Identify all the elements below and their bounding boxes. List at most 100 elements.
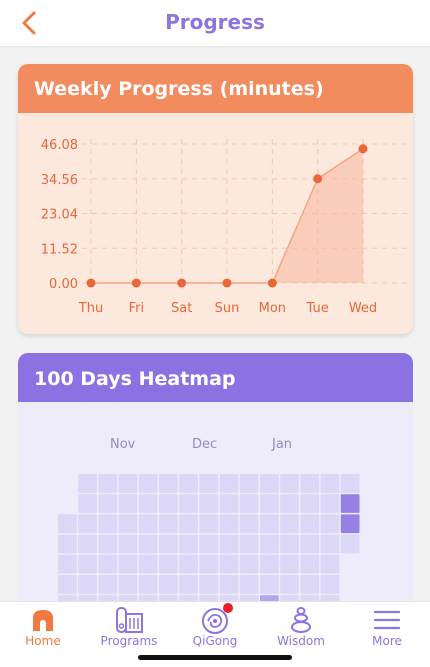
heatmap-cell bbox=[219, 474, 239, 493]
heatmap-cell bbox=[138, 575, 158, 594]
heatmap-cell bbox=[320, 534, 340, 554]
heatmap-cell bbox=[179, 575, 198, 594]
x-tick-label: Thu bbox=[78, 301, 103, 316]
data-point bbox=[358, 144, 368, 154]
heatmap-cell bbox=[98, 474, 118, 493]
heatmap-cell bbox=[300, 534, 320, 554]
heatmap-cell bbox=[118, 575, 138, 594]
heatmap-cell bbox=[118, 474, 138, 493]
heatmap-cell bbox=[199, 474, 219, 493]
heatmap-cell bbox=[98, 534, 118, 554]
tab-home[interactable]: Home bbox=[0, 602, 86, 654]
heatmap-cell bbox=[199, 534, 219, 554]
tab-programs[interactable]: Programs bbox=[86, 602, 172, 654]
heatmap-cell bbox=[199, 494, 219, 513]
y-tick-label: 34.56 bbox=[41, 173, 78, 188]
back-arrow-icon[interactable] bbox=[16, 8, 46, 38]
heatmap-cell bbox=[340, 534, 360, 554]
nav-header: Progress bbox=[0, 0, 430, 47]
y-tick-label: 11.52 bbox=[41, 242, 78, 257]
heatmap-cell bbox=[260, 575, 279, 594]
tab-qigong[interactable]: QiGong bbox=[172, 602, 258, 654]
tab-wisdom[interactable]: Wisdom bbox=[258, 602, 344, 654]
heatmap-cell bbox=[159, 514, 178, 534]
heatmap-cell bbox=[239, 575, 259, 594]
heatmap-cell bbox=[280, 534, 299, 554]
x-tick-label: Tue bbox=[306, 301, 329, 316]
heatmap-cell bbox=[199, 554, 219, 574]
heatmap-cell bbox=[300, 575, 320, 594]
y-tick-label: 46.08 bbox=[41, 138, 78, 153]
heatmap-cell bbox=[320, 494, 340, 513]
data-point bbox=[313, 174, 323, 184]
heatmap-cell bbox=[138, 554, 158, 574]
heatmap-cell bbox=[118, 554, 138, 574]
heatmap-cell bbox=[179, 474, 198, 493]
heatmap-cell bbox=[159, 534, 178, 554]
data-point bbox=[131, 278, 141, 288]
heatmap-cell bbox=[300, 554, 320, 574]
heatmap-cell bbox=[280, 494, 299, 513]
heatmap-cell bbox=[280, 474, 299, 493]
heatmap-cell bbox=[239, 494, 259, 513]
heatmap-cell bbox=[98, 554, 118, 574]
wisdom-icon bbox=[291, 607, 311, 633]
heatmap-cell bbox=[159, 474, 178, 493]
heatmap-cell bbox=[219, 514, 239, 534]
heatmap-cell bbox=[138, 494, 158, 513]
heatmap-cell bbox=[239, 554, 259, 574]
home-icon bbox=[33, 610, 53, 631]
heatmap-cell bbox=[58, 514, 77, 534]
heatmap-cell bbox=[340, 494, 360, 513]
heatmap-cell bbox=[219, 494, 239, 513]
y-tick-label: 23.04 bbox=[41, 208, 78, 223]
heatmap-cell bbox=[260, 474, 279, 493]
heatmap-cell bbox=[138, 534, 158, 554]
tab-home-label: Home bbox=[25, 634, 61, 648]
heatmap-cell bbox=[320, 575, 340, 594]
heatmap-cell bbox=[179, 494, 198, 513]
heatmap-cell bbox=[159, 494, 178, 513]
heatmap-cell bbox=[138, 514, 158, 534]
heatmap-cell bbox=[138, 474, 158, 493]
heatmap-cell bbox=[260, 494, 279, 513]
heatmap-cell bbox=[58, 534, 77, 554]
tab-programs-label: Programs bbox=[100, 634, 158, 648]
x-tick-label: Wed bbox=[349, 301, 377, 316]
month-label: Dec bbox=[192, 437, 217, 452]
heatmap-cell bbox=[118, 514, 138, 534]
home-indicator bbox=[138, 655, 292, 660]
heatmap-cell bbox=[199, 514, 219, 534]
page-title: Progress bbox=[165, 10, 265, 34]
tab-more[interactable]: More bbox=[344, 602, 430, 654]
heatmap-cell bbox=[159, 575, 178, 594]
heatmap-cell bbox=[98, 575, 118, 594]
heatmap-cell bbox=[340, 474, 360, 493]
heatmap-cell bbox=[239, 474, 259, 493]
heatmap-cell bbox=[300, 494, 320, 513]
x-tick-label: Sun bbox=[215, 301, 240, 316]
heatmap-cell bbox=[78, 514, 97, 534]
y-tick-label: 0.00 bbox=[49, 277, 78, 292]
heatmap-cell bbox=[260, 534, 279, 554]
heatmap-cell bbox=[280, 554, 299, 574]
qigong-icon bbox=[202, 608, 228, 634]
heatmap-cell bbox=[239, 534, 259, 554]
heatmap-cell bbox=[58, 554, 77, 574]
tab-qigong-label: QiGong bbox=[192, 634, 238, 648]
heatmap-cell bbox=[78, 474, 97, 493]
programs-icon bbox=[116, 607, 143, 633]
heatmap-cell bbox=[179, 534, 198, 554]
heatmap-cell bbox=[239, 514, 259, 534]
heatmap-cell bbox=[58, 575, 77, 594]
heatmap-cell bbox=[219, 534, 239, 554]
heatmap-cell bbox=[98, 494, 118, 513]
tab-more-label: More bbox=[372, 634, 402, 648]
heatmap-cell bbox=[300, 514, 320, 534]
heatmap-cell bbox=[78, 575, 97, 594]
menu-icon bbox=[373, 610, 401, 630]
heatmap-cell bbox=[179, 514, 198, 534]
heatmap-cell bbox=[78, 554, 97, 574]
heatmap-cell bbox=[98, 514, 118, 534]
data-point bbox=[267, 278, 277, 288]
